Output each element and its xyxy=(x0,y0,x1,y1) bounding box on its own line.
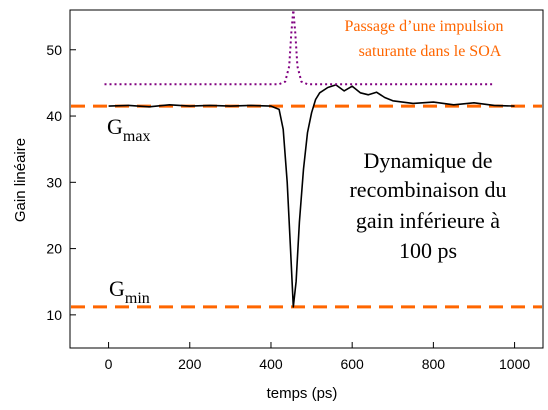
gmin-label-main: G xyxy=(109,276,125,301)
y-tick-label: 20 xyxy=(46,241,62,257)
x-axis-label: temps (ps) xyxy=(267,385,338,402)
pulse-annotation-line-2: saturante dans le SOA xyxy=(359,43,502,60)
dynamics-annotation-line-2: recombinaison du xyxy=(349,177,506,202)
pulse-annotation: Passage d’une impulsion saturante dans l… xyxy=(344,18,503,60)
x-tick-label: 800 xyxy=(422,356,446,372)
x-tick-label: 400 xyxy=(259,356,283,372)
y-tick-label: 50 xyxy=(46,42,62,58)
series-layer xyxy=(104,9,515,308)
dynamics-annotation-line-1: Dynamique de xyxy=(364,148,493,173)
gmin-label-sub: min xyxy=(125,290,150,307)
gmax-label-sub: max xyxy=(123,128,151,145)
x-tick-label: 1000 xyxy=(499,356,530,372)
x-tick-label: 600 xyxy=(340,356,364,372)
gmin-label: Gmin xyxy=(109,276,150,307)
dynamics-annotation-line-4: 100 ps xyxy=(399,238,457,263)
y-tick-label: 30 xyxy=(46,174,62,190)
dynamics-annotation: Dynamique de recombinaison du gain infér… xyxy=(349,148,506,263)
x-axis: 0 200 400 600 800 1000 xyxy=(105,342,530,372)
dynamics-annotation-line-3: gain inférieure à xyxy=(356,208,500,233)
plot-frame xyxy=(69,9,544,349)
x-tick-label: 200 xyxy=(178,356,202,372)
y-tick-label: 40 xyxy=(46,108,62,124)
pulse-annotation-line-1: Passage d’une impulsion xyxy=(344,18,503,35)
gmax-label-main: G xyxy=(107,114,123,139)
y-axis: 10 20 30 40 50 xyxy=(46,42,76,323)
gain-series-line xyxy=(108,84,515,308)
gmax-label: Gmax xyxy=(107,114,150,145)
y-axis-label: Gain linéaire xyxy=(12,138,29,222)
y-tick-label: 10 xyxy=(46,307,62,323)
x-tick-label: 0 xyxy=(105,356,113,372)
